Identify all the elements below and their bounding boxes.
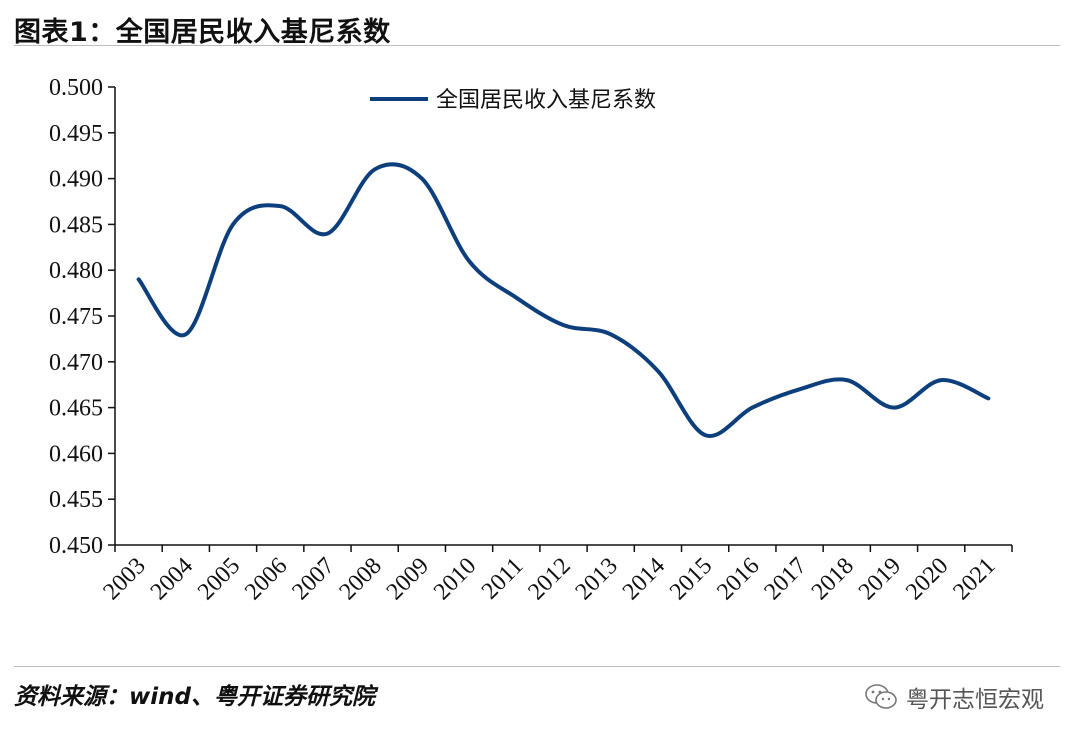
- data-point-2004: [184, 332, 188, 336]
- x-tick-label: 2019: [854, 553, 906, 605]
- y-tick-label: 0.470: [49, 350, 103, 376]
- x-tick-label: 2017: [759, 553, 811, 605]
- watermark-text: 粤开志恒宏观: [906, 687, 1044, 713]
- data-point-2006: [278, 204, 282, 208]
- x-tick-label: 2021: [948, 553, 1000, 605]
- x-tick-label: 2015: [665, 553, 717, 605]
- x-tick-label: 2006: [240, 553, 292, 605]
- y-tick-label: 0.475: [49, 304, 103, 330]
- y-tick-label: 0.495: [49, 121, 103, 147]
- footer-divider: [14, 666, 1060, 667]
- data-point-2005: [231, 222, 235, 226]
- x-tick-label: 2005: [193, 553, 245, 605]
- y-axis: 0.450 0.455 0.460 0.465 0.470 0.475 0.480 0.485…: [49, 75, 116, 559]
- legend-label: 全国居民收入基尼系数: [436, 88, 656, 113]
- x-axis: 2003200420052006200720082009201020112012…: [99, 544, 1013, 605]
- y-tick-label: 0.455: [49, 487, 103, 513]
- data-point-2013: [609, 332, 613, 336]
- data-point-2017: [798, 387, 802, 391]
- data-point-2008: [373, 167, 377, 171]
- x-tick-label: 2016: [712, 553, 764, 605]
- data-point-2014: [656, 369, 660, 373]
- data-point-2012: [562, 323, 566, 327]
- data-point-2019: [892, 406, 896, 410]
- line-chart: 0.450 0.455 0.460 0.465 0.470 0.475 0.480 0.485…: [49, 75, 1013, 605]
- x-tick-label: 2013: [571, 553, 623, 605]
- x-tick-label: 2010: [429, 553, 481, 605]
- x-tick-label: 2012: [523, 553, 575, 605]
- data-point-2010: [467, 259, 471, 263]
- x-tick-label: 2018: [807, 553, 859, 605]
- watermark: 粤开志恒宏观: [864, 680, 1044, 714]
- y-tick-label: 0.500: [49, 75, 103, 101]
- wechat-icon: [865, 684, 897, 709]
- x-tick-label: 2009: [382, 553, 434, 605]
- figure-title: 图表1：全国居民收入基尼系数: [14, 17, 391, 48]
- y-tick-label: 0.480: [49, 258, 103, 284]
- data-point-2021: [986, 396, 990, 400]
- x-tick-label: 2011: [477, 553, 529, 605]
- x-tick-label: 2007: [287, 553, 339, 605]
- series-line: [136, 162, 991, 438]
- data-point-2016: [750, 406, 754, 410]
- x-tick-label: 2014: [618, 553, 670, 605]
- y-tick-label: 0.465: [49, 396, 103, 422]
- y-tick-label: 0.450: [49, 533, 103, 559]
- data-point-2020: [939, 378, 943, 382]
- data-point-2015: [703, 433, 707, 437]
- data-point-2018: [845, 378, 849, 382]
- y-tick-label: 0.460: [49, 441, 103, 467]
- x-tick-label: 2003: [99, 553, 151, 605]
- y-tick-label: 0.490: [49, 167, 103, 193]
- data-point-2007: [325, 232, 329, 236]
- data-point-2003: [137, 277, 141, 281]
- title-divider: [14, 45, 1060, 46]
- x-tick-label: 2008: [335, 553, 387, 605]
- series-layer: [136, 162, 991, 438]
- source-note: 资料来源：wind、粤开证券研究院: [14, 684, 375, 710]
- x-tick-label: 2020: [901, 553, 953, 605]
- data-point-2009: [420, 177, 424, 181]
- y-tick-label: 0.485: [49, 212, 103, 238]
- data-point-2011: [514, 296, 518, 300]
- x-tick-label: 2004: [146, 553, 198, 605]
- legend: 全国居民收入基尼系数: [370, 88, 656, 113]
